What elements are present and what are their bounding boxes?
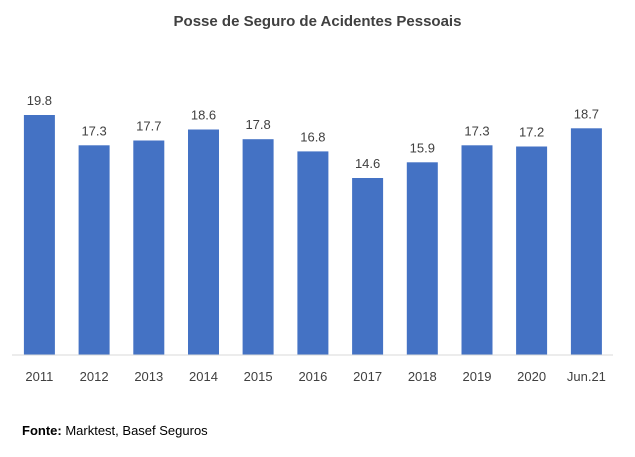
- x-tick-label-2011: 2011: [25, 369, 53, 384]
- x-tick-labels-layer: 2011 2012 2013 2014 2015 2016 2017 2018 2019 2020…: [25, 369, 606, 384]
- data-label-2012: 17.3: [81, 123, 106, 138]
- bar-2013: [133, 140, 165, 355]
- x-tick-label-2017: 2017: [353, 369, 382, 384]
- data-label-2016: 16.8: [300, 129, 325, 144]
- data-label-Jun.21: 18.7: [574, 106, 599, 121]
- data-label-2015: 17.8: [245, 117, 270, 132]
- x-tick-label-2020: 2020: [517, 369, 546, 384]
- x-tick-label-2015: 2015: [244, 369, 273, 384]
- bar-2015: [242, 139, 274, 355]
- data-label-2020: 17.2: [519, 125, 544, 140]
- bar-2011: [23, 115, 55, 355]
- bar-2018: [406, 162, 438, 355]
- data-label-2017: 14.6: [355, 156, 380, 171]
- data-label-2014: 18.6: [191, 108, 216, 123]
- data-label-2019: 17.3: [464, 123, 489, 138]
- data-label-2013: 17.7: [136, 119, 161, 134]
- bar-2020: [516, 146, 548, 355]
- bar-Jun.21: [570, 128, 602, 355]
- bar-2016: [297, 151, 329, 355]
- source-note: Fonte: Marktest, Basef Seguros: [22, 423, 208, 438]
- bar-2017: [352, 178, 384, 355]
- x-tick-label-2013: 2013: [134, 369, 163, 384]
- bar-2019: [461, 145, 493, 355]
- bar-2014: [188, 129, 219, 355]
- x-tick-label-2019: 2019: [463, 369, 492, 384]
- source-text: Marktest, Basef Seguros: [61, 423, 208, 438]
- x-tick-label-2016: 2016: [298, 369, 327, 384]
- bar-2012: [78, 145, 110, 355]
- data-label-2018: 15.9: [410, 140, 435, 155]
- x-tick-label-2014: 2014: [189, 369, 218, 384]
- data-label-2011: 19.8: [27, 93, 52, 108]
- x-tick-label-2018: 2018: [408, 369, 437, 384]
- chart-title: Posse de Seguro de Acidentes Pessoais: [173, 13, 462, 30]
- bars-layer: [23, 115, 602, 355]
- x-tick-label-2012: 2012: [80, 369, 109, 384]
- x-tick-label-Jun.21: Jun.21: [567, 369, 606, 384]
- data-labels-layer: 19.8 17.3 17.7 18.6 17.8 16.8 14.6 15.9 17.3 17.2…: [27, 93, 599, 171]
- source-label: Fonte:: [22, 423, 62, 438]
